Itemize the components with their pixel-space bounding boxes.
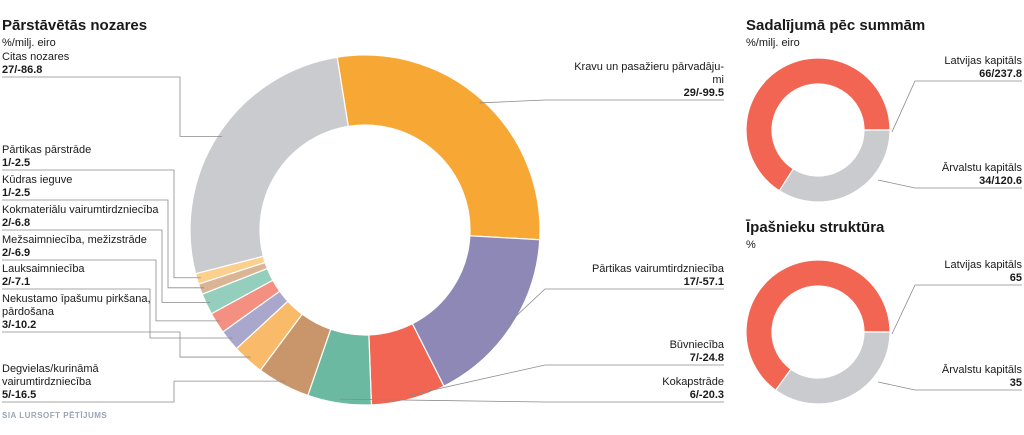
leader-line-buvnieciba (407, 364, 724, 396)
leader-line-arvalstu-kapitals (877, 179, 1022, 189)
leader-line-kudras-ieguve (2, 199, 205, 289)
main-label-degvielas-kurinama-vairumtirdznieciba: Degvielas/kurināmāvairumtirdzniecība5/-1… (2, 363, 99, 401)
sums-chart-title: Sadalījumā pēc summām (746, 17, 925, 34)
owners-donut-chart (745, 259, 891, 405)
slice-value-label: 27/-86.8 (2, 64, 42, 76)
leader-line-kravu-un-pasazieru-parvadaju-mi (479, 99, 724, 104)
slice-label-text: Ārvalstu kapitāls (942, 162, 1023, 174)
leader-line-degvielas-kurinama-vairumtirdznieciba (2, 380, 286, 403)
slice-label-text: Būvniecība (670, 339, 725, 351)
leader-line-kokmaterialu-vairumtirdznieciba (2, 229, 211, 303)
slice-label-text: Pārtikas pārstrāde (2, 144, 91, 156)
slice-label-text: Mežsaimniecība, mežizstrāde (2, 234, 147, 246)
slice-label-text: Pārtikas vairumtirdzniecība (592, 263, 725, 275)
slice-value-label: 3/-10.2 (2, 319, 36, 331)
main-label-nekustamo-ipasumu-pirksana-pardosana: Nekustamo īpašumu pirkšana,pārdošana3/-1… (2, 293, 151, 331)
leader-line-kokapstrade (339, 398, 724, 403)
leader-line-mezsaimnieciba-mezizstrade (2, 259, 221, 322)
slice-label-text: Kokapstrāde (662, 376, 724, 388)
sums-slice-arvalstu-kapitals (778, 129, 891, 203)
main-chart-title: Pārstāvētās nozares (2, 17, 147, 34)
source-credit: SIA LURSOFT PĒTĪJUMS (2, 411, 107, 420)
main-slice-citas-nozares (189, 56, 349, 275)
slice-label-text: Ārvalstu kapitāls (942, 364, 1023, 376)
owners-chart-title: Īpašnieku struktūra (745, 219, 885, 236)
leader-line-latvijas-kapitals (891, 284, 1022, 335)
slice-label-text: Kravu un pasažieru pārvadāju- (574, 61, 724, 73)
main-chart-subtitle: %/milj. eiro (2, 37, 56, 49)
slice-label-text: pārdošana (2, 306, 55, 318)
leader-line-partikas-parstrade (2, 169, 201, 279)
slice-label-text: Latvijas kapitāls (944, 55, 1022, 67)
slice-value-label: 17/-57.1 (684, 276, 724, 288)
slice-value-label: 6/-20.3 (690, 389, 724, 401)
slice-value-label: 65 (1010, 272, 1022, 284)
slice-value-label: 29/-99.5 (684, 87, 724, 99)
slice-label-text: Citas nozares (2, 51, 70, 63)
slice-label-text: Latvijas kapitāls (944, 259, 1022, 271)
main-donut-chart (189, 54, 541, 406)
leader-line-lauksaimnieciba (2, 288, 233, 339)
slice-value-label: 34/120.6 (979, 175, 1022, 187)
sums-slice-latvijas-kapitals (745, 57, 891, 192)
slice-value-label: 2/-6.8 (2, 217, 30, 229)
slice-value-label: 2/-7.1 (2, 276, 30, 288)
slice-label-text: Lauksaimniecība (2, 263, 85, 275)
main-slice-kravu-un-pasazieru-parvadaju-mi (336, 54, 541, 241)
leader-line-latvijas-kapitals (891, 80, 1022, 133)
slice-value-label: 2/-6.9 (2, 247, 30, 259)
leader-line-partikas-vairumtirdznieciba (507, 288, 724, 324)
slice-label-text: vairumtirdzniecība (2, 376, 92, 388)
leader-line-nekustamo-ipasumu-pirksana-pardosana (2, 331, 251, 358)
slice-value-label: 66/237.8 (979, 68, 1022, 80)
slice-label-text: mi (712, 74, 724, 86)
slice-value-label: 1/-2.5 (2, 157, 30, 169)
sums-donut-chart (745, 57, 891, 203)
leader-line-citas-nozares (2, 76, 222, 137)
main-leader-lines (2, 76, 724, 403)
slice-label-text: Degvielas/kurināmā (2, 363, 99, 375)
slice-value-label: 5/-16.5 (2, 389, 36, 401)
leader-line-arvalstu-kapitals (877, 381, 1022, 391)
slice-value-label: 1/-2.5 (2, 187, 30, 199)
slice-label-text: Nekustamo īpašumu pirkšana, (2, 293, 151, 305)
slice-label-text: Kokmateriālu vairumtirdzniecība (2, 204, 159, 216)
slice-label-text: Kūdras ieguve (2, 174, 72, 186)
sums-chart-subtitle: %/milj. eiro (746, 37, 800, 49)
slice-value-label: 35 (1010, 377, 1022, 389)
owners-chart-subtitle: % (746, 239, 756, 251)
owners-slice-latvijas-kapitals (745, 259, 891, 392)
owners-slice-arvalstu-kapitals (774, 331, 891, 405)
slice-value-label: 7/-24.8 (690, 352, 724, 364)
